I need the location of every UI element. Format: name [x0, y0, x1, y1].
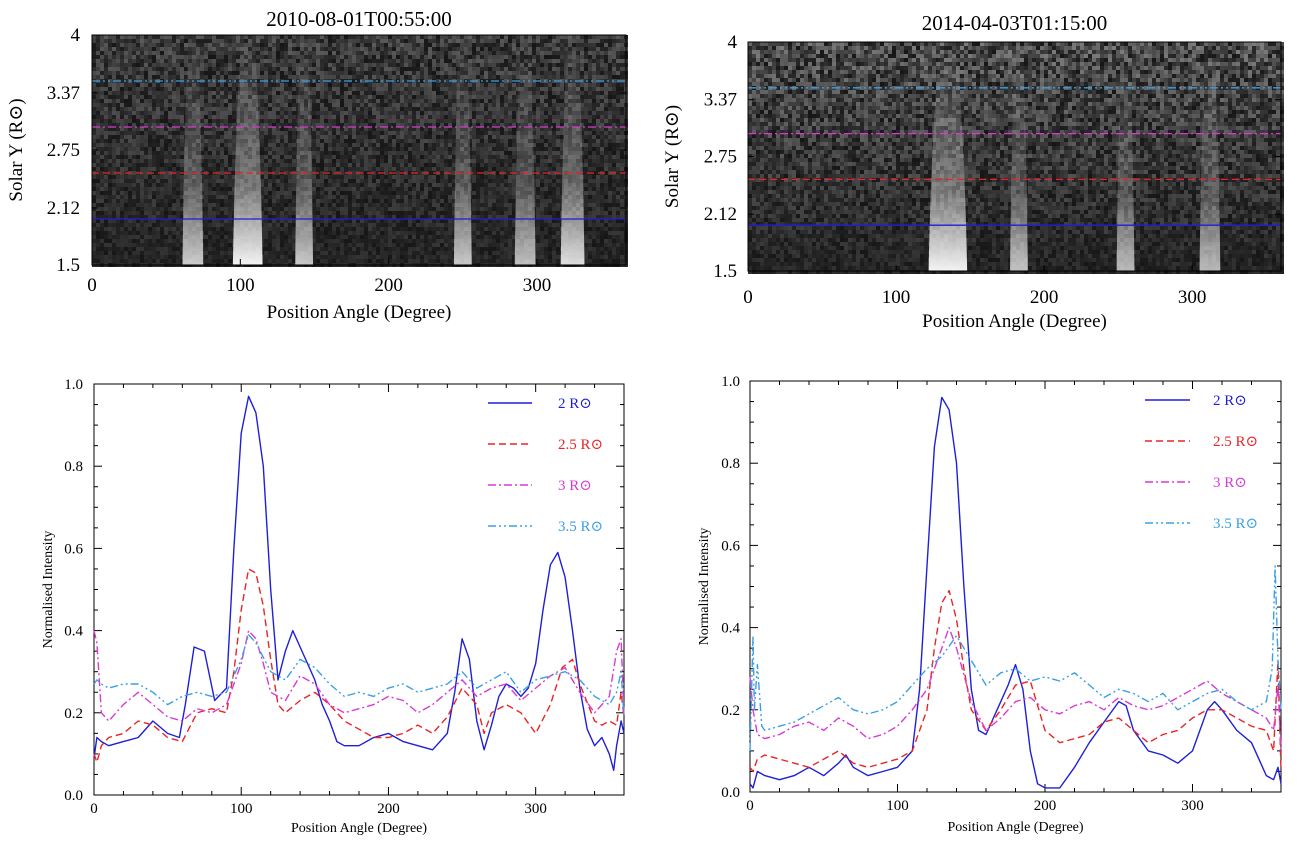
img1-panel: 0 100 200 300 1.5 2.12 2.75 3.37 4 2010-08-01T00:… [6, 7, 628, 323]
line1-ytick-label: 0.6 [64, 541, 83, 557]
img1-xtick-label: 100 [226, 275, 255, 296]
line1-ytick-label: 0.8 [64, 459, 83, 475]
line2-legend-label-2: 3 R⊙ [1213, 475, 1247, 491]
img1-streamer [514, 35, 536, 265]
line1-series-3-line [93, 634, 625, 717]
line2-xtick-label: 0 [746, 798, 754, 814]
line1-ytick-label: 0.0 [64, 788, 83, 804]
line1-panel: 0 100 200 300 0.0 0.2 0.4 0.6 0.8 1.0 2 R⊙ 2.5 R⊙ 3 … [41, 377, 625, 836]
img1-ytick-label: 2.12 [47, 198, 80, 219]
img1-xtick-label: 0 [87, 275, 97, 296]
line2-ytick-label: 0.8 [721, 456, 740, 472]
img1-xlabel: Position Angle (Degree) [267, 302, 452, 323]
line1-ytick-label: 1.0 [64, 377, 83, 393]
line1-ylabel: Normalised Intensity [41, 531, 56, 649]
img2-ytick-label: 2.12 [704, 204, 737, 225]
line1-xtick-label: 0 [90, 801, 98, 817]
line2-legend-label-0: 2 R⊙ [1213, 393, 1247, 409]
img1-streamer [295, 35, 314, 265]
img2-streamer [1010, 42, 1028, 271]
img2-streamer [1199, 42, 1221, 271]
img1-streamer [453, 35, 472, 265]
line2-panel: 0 100 200 300 0.0 0.2 0.4 0.6 0.8 1.0 2 R⊙ 2.5 R⊙ 3 … [697, 374, 1282, 835]
img2-ytick-label: 1.5 [713, 261, 737, 282]
line1-legend-label-0: 2 R⊙ [558, 396, 592, 412]
line2-legend-label-3: 3.5 R⊙ [1213, 516, 1258, 532]
line1-axes-frame [93, 383, 625, 796]
img1-ytick-label: 3.37 [47, 83, 80, 104]
line1-series-2-line [93, 629, 625, 722]
line2-ytick-label: 0.4 [721, 621, 740, 637]
img2-ylabel: Solar Y (R⊙) [662, 105, 683, 208]
img1-ytick-label: 2.75 [47, 140, 80, 161]
img1-streamer [232, 35, 263, 265]
line2-xlabel: Position Angle (Degree) [947, 820, 1083, 835]
line1-xtick-label: 300 [524, 801, 547, 817]
line2-xtick-label: 200 [1034, 798, 1057, 814]
line1-legend-label-3: 3.5 R⊙ [558, 519, 603, 535]
img2-panel: 0 100 200 300 1.5 2.12 2.75 3.37 4 2014-04-03T01:… [662, 11, 1284, 332]
line1-ytick-label: 0.2 [64, 706, 83, 722]
img1-streamer [182, 35, 204, 265]
img2-ytick-label: 4 [728, 32, 738, 53]
line1-series-0-line [93, 395, 625, 771]
img1-ytick-label: 1.5 [56, 255, 80, 276]
img2-noise [748, 42, 1284, 274]
img1-xtick-label: 200 [374, 275, 403, 296]
line1-xlabel: Position Angle (Degree) [291, 821, 427, 836]
line2-ytick-label: 0.6 [721, 538, 740, 554]
img2-xtick-label: 100 [882, 287, 911, 308]
line2-xtick-label: 100 [886, 798, 909, 814]
img1-ytick-label: 4 [71, 25, 81, 46]
line2-ytick-label: 0.0 [721, 785, 740, 801]
line2-legend-label-1: 2.5 R⊙ [1213, 434, 1258, 450]
line1-xtick-label: 100 [230, 801, 253, 817]
img1-xtick-label: 300 [523, 275, 552, 296]
img2-xtick-label: 200 [1030, 287, 1059, 308]
img2-xlabel: Position Angle (Degree) [922, 311, 1107, 332]
img2-xtick-label: 300 [1178, 287, 1207, 308]
img1-title: 2010-08-01T00:55:00 [266, 7, 451, 31]
line2-axes-frame [749, 380, 1282, 793]
line1-xtick-label: 200 [377, 801, 400, 817]
line2-ytick-label: 1.0 [721, 374, 740, 390]
line1-legend-label-2: 3 R⊙ [558, 478, 592, 494]
line1-legend-label-1: 2.5 R⊙ [558, 437, 603, 453]
img2-ytick-label: 3.37 [704, 90, 737, 111]
img2-title: 2014-04-03T01:15:00 [922, 11, 1107, 35]
img2-streamer [928, 42, 968, 271]
line2-ylabel: Normalised Intensity [697, 528, 712, 646]
line2-series-3-line [749, 565, 1282, 751]
img2-streamer [1116, 42, 1135, 271]
line1-ytick-label: 0.4 [64, 624, 83, 640]
line2-series-1-line [749, 589, 1282, 773]
line2-xtick-label: 300 [1181, 798, 1204, 814]
img1-noise [92, 35, 628, 267]
line2-series-2-line [749, 626, 1282, 751]
img2-xtick-label: 0 [743, 287, 753, 308]
line2-series-0-line [749, 396, 1282, 789]
line2-ytick-label: 0.2 [721, 703, 740, 719]
img1-streamer [560, 35, 585, 265]
img2-ytick-label: 2.75 [704, 147, 737, 168]
line1-series-1-line [93, 568, 625, 763]
img1-ylabel: Solar Y (R⊙) [6, 98, 27, 201]
